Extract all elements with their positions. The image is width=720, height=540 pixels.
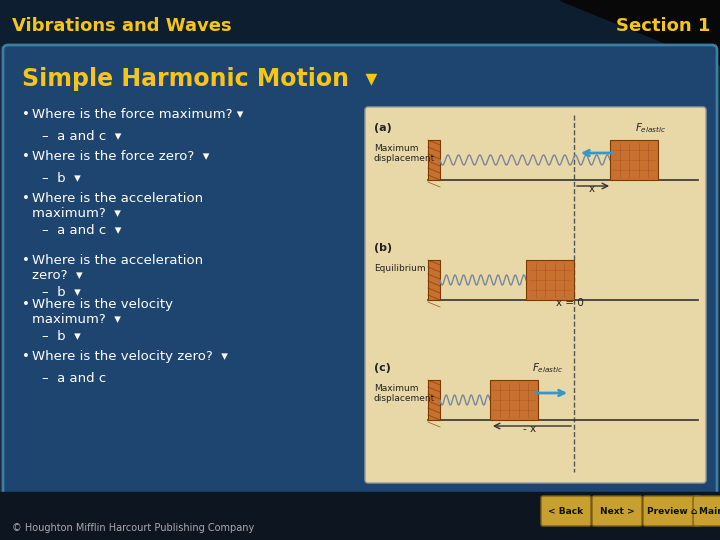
Text: < Back: < Back	[549, 507, 584, 516]
Text: Preview ⌂: Preview ⌂	[647, 507, 697, 516]
FancyBboxPatch shape	[541, 496, 591, 526]
Text: •: •	[22, 298, 30, 311]
Bar	[0, 492, 720, 540]
Text: –  a and c: – a and c	[42, 372, 107, 385]
Bar	[610, 140, 658, 180]
Text: –  b  ▾: – b ▾	[42, 286, 81, 299]
Text: •: •	[22, 108, 30, 121]
Text: –  a and c  ▾: – a and c ▾	[42, 130, 122, 143]
Text: Where is the velocity zero?  ▾: Where is the velocity zero? ▾	[32, 350, 228, 363]
Text: Where is the acceleration
zero?  ▾: Where is the acceleration zero? ▾	[32, 254, 203, 282]
Text: Next >: Next >	[600, 507, 634, 516]
FancyBboxPatch shape	[693, 496, 720, 526]
Text: x = 0: x = 0	[556, 298, 584, 308]
Bar	[428, 380, 440, 420]
FancyBboxPatch shape	[3, 45, 717, 497]
Text: Maximum
displacement: Maximum displacement	[374, 384, 436, 403]
Text: –  b  ▾: – b ▾	[42, 330, 81, 343]
Text: •: •	[22, 254, 30, 267]
Text: •: •	[22, 350, 30, 363]
Bar	[0, 0, 720, 45]
Text: Vibrations and Waves: Vibrations and Waves	[12, 17, 232, 35]
Text: •: •	[22, 192, 30, 205]
FancyBboxPatch shape	[592, 496, 642, 526]
Text: –  b  ▾: – b ▾	[42, 172, 81, 185]
Polygon shape	[560, 0, 720, 65]
Bar	[428, 140, 440, 180]
Text: - x: - x	[523, 424, 536, 434]
Text: •: •	[22, 150, 30, 163]
Bar	[428, 260, 440, 300]
Text: Section 1: Section 1	[616, 17, 710, 35]
Bar	[490, 380, 538, 420]
Text: $F_{elastic}$: $F_{elastic}$	[532, 361, 564, 375]
Text: (c): (c)	[374, 363, 391, 373]
Text: Where is the acceleration
maximum?  ▾: Where is the acceleration maximum? ▾	[32, 192, 203, 220]
Text: x: x	[589, 184, 595, 194]
Bar	[526, 260, 574, 300]
Text: $F_{elastic}$: $F_{elastic}$	[635, 121, 667, 135]
Text: (a): (a)	[374, 123, 392, 133]
FancyBboxPatch shape	[643, 496, 701, 526]
Text: Where is the velocity
maximum?  ▾: Where is the velocity maximum? ▾	[32, 298, 173, 326]
Text: –  a and c  ▾: – a and c ▾	[42, 224, 122, 237]
Text: Main ⌂: Main ⌂	[699, 507, 720, 516]
Text: Where is the force maximum? ▾: Where is the force maximum? ▾	[32, 108, 243, 121]
Text: Simple Harmonic Motion  ▾: Simple Harmonic Motion ▾	[22, 67, 377, 91]
Text: Equilibrium: Equilibrium	[374, 264, 426, 273]
FancyBboxPatch shape	[365, 107, 706, 483]
Text: © Houghton Mifflin Harcourt Publishing Company: © Houghton Mifflin Harcourt Publishing C…	[12, 523, 254, 533]
Text: (b): (b)	[374, 243, 392, 253]
Text: Maximum
displacement: Maximum displacement	[374, 144, 436, 164]
Text: Where is the force zero?  ▾: Where is the force zero? ▾	[32, 150, 210, 163]
